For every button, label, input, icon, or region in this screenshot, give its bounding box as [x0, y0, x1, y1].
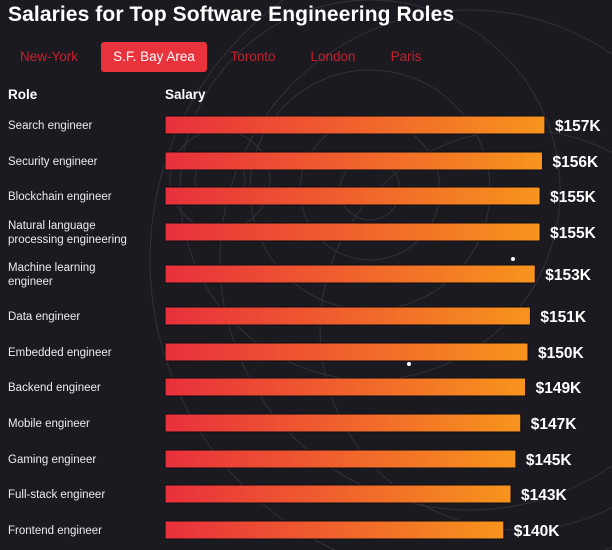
chart-row: Security engineer $156K — [8, 151, 599, 171]
tab-toronto[interactable]: Toronto — [230, 49, 276, 64]
role-label: Blockchain engineer — [8, 191, 112, 203]
role-label: Natural language processing engineering — [8, 220, 127, 246]
role-label-line: processing engineering — [8, 234, 127, 246]
salary-bar — [164, 413, 522, 433]
role-label: Machine learning engineer — [8, 262, 96, 288]
role-label-line: Search engineer — [8, 120, 93, 132]
salary-value-label: $149K — [536, 380, 582, 397]
salary-bar — [164, 342, 529, 362]
tab-sf-bay-area[interactable]: S.F. Bay Area — [101, 42, 207, 72]
bg-dot — [407, 362, 411, 366]
chart-row: Mobile engineer $147K — [8, 413, 577, 433]
column-header-salary: Salary — [165, 87, 206, 102]
role-label-line: Full-stack engineer — [8, 489, 105, 501]
tab-london[interactable]: London — [310, 49, 356, 64]
salary-bar — [164, 520, 505, 540]
chart-row: Data engineer $151K — [8, 306, 587, 326]
role-label-line: Natural language — [8, 220, 96, 232]
role-label-line: engineer — [8, 276, 53, 288]
salary-bar — [164, 186, 541, 206]
role-label-line: Security engineer — [8, 156, 98, 168]
role-label-line: Gaming engineer — [8, 454, 96, 466]
chart-row: Search engineer $157K — [8, 115, 601, 135]
chart-row: Natural language processing engineering $1… — [8, 220, 597, 246]
salary-value-label: $145K — [526, 452, 572, 469]
chart-row: Frontend engineer $140K — [8, 520, 560, 540]
role-label-line: Machine learning — [8, 262, 96, 274]
chart-row: Blockchain engineer $155K — [8, 186, 597, 206]
salary-value-label: $157K — [555, 118, 601, 135]
role-label: Mobile engineer — [8, 418, 90, 430]
salary-bar — [164, 306, 531, 326]
role-label: Data engineer — [8, 311, 80, 323]
column-header-role: Role — [8, 87, 38, 102]
bg-dot — [511, 257, 515, 261]
role-label: Full-stack engineer — [8, 489, 105, 501]
chart-row: Machine learning engineer $153K — [8, 262, 592, 288]
role-label: Backend engineer — [8, 382, 101, 394]
role-label-line: Blockchain engineer — [8, 191, 112, 203]
salary-bar — [164, 484, 512, 504]
role-label: Embedded engineer — [8, 347, 112, 359]
bg-circle — [149, 0, 612, 550]
role-label: Gaming engineer — [8, 454, 96, 466]
salary-bar — [164, 222, 541, 242]
tab-new-york[interactable]: New-York — [19, 49, 79, 64]
page-title: Salaries for Top Software Engineering Ro… — [8, 3, 455, 26]
role-label: Search engineer — [8, 120, 93, 132]
salary-bar — [164, 264, 536, 284]
salary-value-label: $147K — [531, 416, 577, 433]
salary-bar — [164, 449, 517, 469]
role-label: Frontend engineer — [8, 525, 102, 537]
role-label-line: Embedded engineer — [8, 347, 112, 359]
salary-value-label: $140K — [514, 523, 560, 540]
salary-value-label: $143K — [521, 487, 567, 504]
chart-row: Embedded engineer $150K — [8, 342, 584, 362]
salary-value-label: $151K — [540, 309, 586, 326]
role-label: Security engineer — [8, 156, 98, 168]
role-label-line: Mobile engineer — [8, 418, 90, 430]
salary-value-label: $155K — [550, 225, 596, 242]
chart-row: Full-stack engineer $143K — [8, 484, 568, 504]
bg-circle — [219, 9, 612, 511]
chart-row: Backend engineer $149K — [8, 377, 582, 397]
salary-bar — [164, 377, 527, 397]
salary-bar — [164, 151, 544, 171]
role-label-line: Backend engineer — [8, 382, 101, 394]
salary-value-label: $150K — [538, 345, 584, 362]
salary-value-label: $153K — [545, 267, 591, 284]
salary-value-label: $155K — [550, 189, 596, 206]
role-label-line: Data engineer — [8, 311, 80, 323]
salary-bar — [164, 115, 546, 135]
salary-value-label: $156K — [553, 154, 599, 171]
tab-paris[interactable]: Paris — [390, 49, 422, 64]
chart-row: Gaming engineer $145K — [8, 449, 572, 469]
role-label-line: Frontend engineer — [8, 525, 102, 537]
